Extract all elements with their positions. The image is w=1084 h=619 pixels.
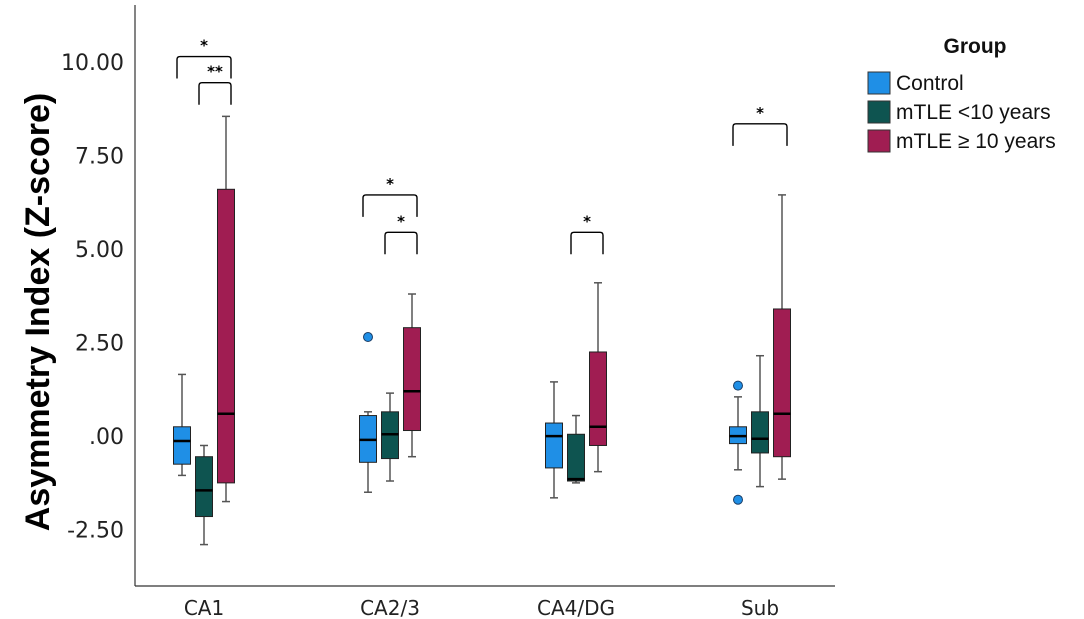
box-plots <box>173 115 791 546</box>
y-axis-ticks: 10.00 7.50 5.00 2.50 .00 -2.50 <box>61 51 124 544</box>
significance-bracket: * <box>384 212 418 255</box>
legend-title: Group <box>944 35 1007 58</box>
box-iqr <box>403 327 421 432</box>
y-tick-label: 10.00 <box>61 51 124 76</box>
y-tick-label: 7.50 <box>75 145 124 170</box>
legend-item: mTLE ≥ 10 years <box>867 129 1056 153</box>
box-plot <box>545 381 563 499</box>
legend-swatch <box>867 100 891 124</box>
legend-item: mTLE <10 years <box>867 100 1051 124</box>
bracket-line <box>198 82 232 105</box>
box-plot <box>773 194 791 480</box>
x-axis-labels: CA1 CA2/3 CA4/DG Sub <box>184 596 779 619</box>
box-iqr <box>751 411 769 454</box>
x-tick-label: CA1 <box>184 596 224 619</box>
legend-swatch <box>867 129 891 153</box>
box-iqr <box>173 426 191 465</box>
legend-item: Control <box>867 71 964 95</box>
significance-label: * <box>583 212 591 230</box>
significance-bracket: * <box>570 212 604 255</box>
x-tick-label: CA2/3 <box>360 596 420 619</box>
outlier-point <box>733 494 743 505</box>
bracket-line <box>176 55 232 79</box>
box-plot <box>589 282 607 473</box>
box-iqr <box>545 422 563 469</box>
y-axis-title: Asymmetry Index (Z-score) <box>19 93 57 531</box>
y-tick-label: -2.50 <box>67 519 124 544</box>
legend-label: mTLE ≥ 10 years <box>896 130 1056 153</box>
legend-swatch <box>867 71 891 95</box>
bracket-line <box>570 231 604 255</box>
box-iqr <box>567 433 585 482</box>
significance-bracket: * <box>176 37 232 79</box>
box-plot <box>195 444 213 546</box>
outlier-point <box>733 380 743 391</box>
y-tick-label: 5.00 <box>75 238 124 263</box>
legend-label: Control <box>896 72 964 95</box>
x-tick-label: Sub <box>741 596 779 619</box>
significance-label: * <box>756 104 764 122</box>
box-iqr <box>773 308 791 458</box>
bracket-line <box>732 123 788 146</box>
box-plot <box>403 293 421 458</box>
bracket-line <box>362 194 418 217</box>
box-iqr <box>195 456 213 518</box>
significance-bracket: * <box>362 175 418 217</box>
outlier-point <box>363 332 373 343</box>
significance-label: ** <box>207 63 223 81</box>
bracket-line <box>384 231 418 255</box>
box-iqr <box>589 351 607 446</box>
box-plot <box>217 115 235 503</box>
significance-bracket: * <box>732 104 788 146</box>
significance-label: * <box>397 212 405 230</box>
legend-items: Control mTLE <10 years mTLE ≥ 10 years <box>867 71 1056 153</box>
y-tick-label: 2.50 <box>75 332 124 357</box>
box-plot <box>173 373 191 477</box>
box-iqr <box>217 188 235 484</box>
significance-bracket: ** <box>198 63 232 105</box>
box-plot <box>381 392 399 482</box>
legend-label: mTLE <10 years <box>896 101 1051 124</box>
x-tick-label: CA4/DG <box>537 596 615 619</box>
box-plot <box>359 332 377 493</box>
box-plot <box>729 380 747 505</box>
box-plot <box>751 354 769 488</box>
box-plot <box>567 414 585 484</box>
significance-brackets: ***** ** <box>176 37 788 255</box>
significance-label: * <box>200 37 208 55</box>
legend: Group Control mTLE <10 years mTLE ≥ 10 yea… <box>867 35 1056 153</box>
significance-label: * <box>386 175 394 193</box>
y-tick-label: .00 <box>89 425 124 450</box>
